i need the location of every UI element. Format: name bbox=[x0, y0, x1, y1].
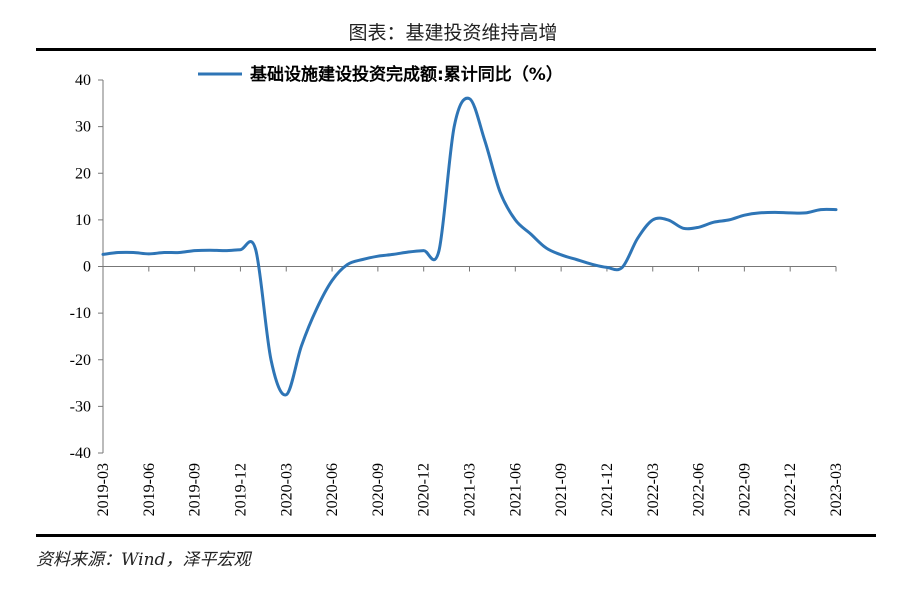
y-tick-label: 20 bbox=[75, 165, 91, 182]
x-tick-label: 2022-03 bbox=[645, 463, 662, 516]
y-tick-label: -40 bbox=[70, 445, 91, 462]
x-tick-label: 2023-03 bbox=[828, 463, 845, 516]
y-tick-label: 40 bbox=[75, 72, 91, 89]
x-tick-label: 2020-12 bbox=[416, 463, 433, 516]
source-note: 资料来源：Wind，泽平宏观 bbox=[36, 550, 251, 570]
x-tick-label: 2022-06 bbox=[691, 463, 708, 516]
x-tick-label: 2022-09 bbox=[736, 463, 753, 516]
legend: 基础设施建设投资完成额:累计同比（%） bbox=[198, 64, 563, 85]
x-tick-label: 2020-09 bbox=[370, 463, 387, 516]
x-axis: 2019-03 2019-06 2019-09 2019-12 2020-03 2020-… bbox=[95, 266, 845, 516]
series-line-0 bbox=[101, 96, 838, 397]
series-group bbox=[101, 96, 838, 397]
y-axis: 40 30 20 10 0 -10 -20 -30 -40 bbox=[70, 72, 104, 462]
y-tick-label: 0 bbox=[83, 259, 91, 276]
y-tick-label: 30 bbox=[75, 119, 91, 136]
x-tick-label: 2022-12 bbox=[782, 463, 799, 516]
x-tick-label: 2020-03 bbox=[278, 463, 295, 516]
x-tick-label: 2019-06 bbox=[141, 463, 158, 516]
figure-title: 图表：基建投资维持高增 bbox=[348, 22, 558, 44]
legend-label: 基础设施建设投资完成额:累计同比（%） bbox=[249, 64, 563, 85]
x-tick-label: 2021-09 bbox=[553, 463, 570, 516]
x-tick-label: 2019-03 bbox=[95, 463, 112, 516]
x-tick-label: 2021-06 bbox=[507, 463, 524, 516]
x-tick-label: 2019-09 bbox=[187, 463, 204, 516]
y-tick-label: 10 bbox=[75, 212, 91, 229]
y-tick-label: -30 bbox=[70, 398, 91, 415]
x-tick-label: 2019-12 bbox=[232, 463, 249, 516]
x-tick-label: 2020-06 bbox=[324, 463, 341, 516]
x-tick-label: 2021-03 bbox=[462, 463, 479, 516]
y-tick-label: -20 bbox=[70, 352, 91, 369]
bottom-rule bbox=[36, 534, 876, 537]
y-tick-label: -10 bbox=[70, 305, 91, 322]
x-tick-label: 2021-12 bbox=[599, 463, 616, 516]
top-rule bbox=[36, 48, 876, 51]
